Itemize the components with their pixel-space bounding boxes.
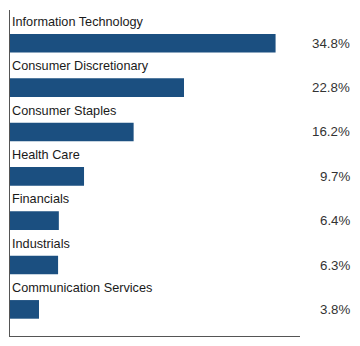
svg-text:Consumer Discretionary: Consumer Discretionary [12, 59, 149, 73]
svg-text:Financials: Financials [12, 192, 69, 206]
svg-text:6.3%: 6.3% [320, 258, 350, 273]
svg-text:Information Technology: Information Technology [12, 15, 144, 29]
svg-text:22.8%: 22.8% [312, 80, 350, 95]
svg-text:16.2%: 16.2% [312, 124, 350, 139]
svg-text:9.7%: 9.7% [320, 169, 350, 184]
svg-text:Industrials: Industrials [12, 237, 70, 251]
svg-text:Consumer Staples: Consumer Staples [12, 104, 116, 118]
svg-text:Communication Services: Communication Services [12, 281, 152, 295]
svg-text:6.4%: 6.4% [320, 213, 350, 228]
svg-text:34.8%: 34.8% [312, 36, 350, 51]
svg-text:Health Care: Health Care [12, 148, 80, 162]
svg-text:3.8%: 3.8% [320, 302, 350, 317]
